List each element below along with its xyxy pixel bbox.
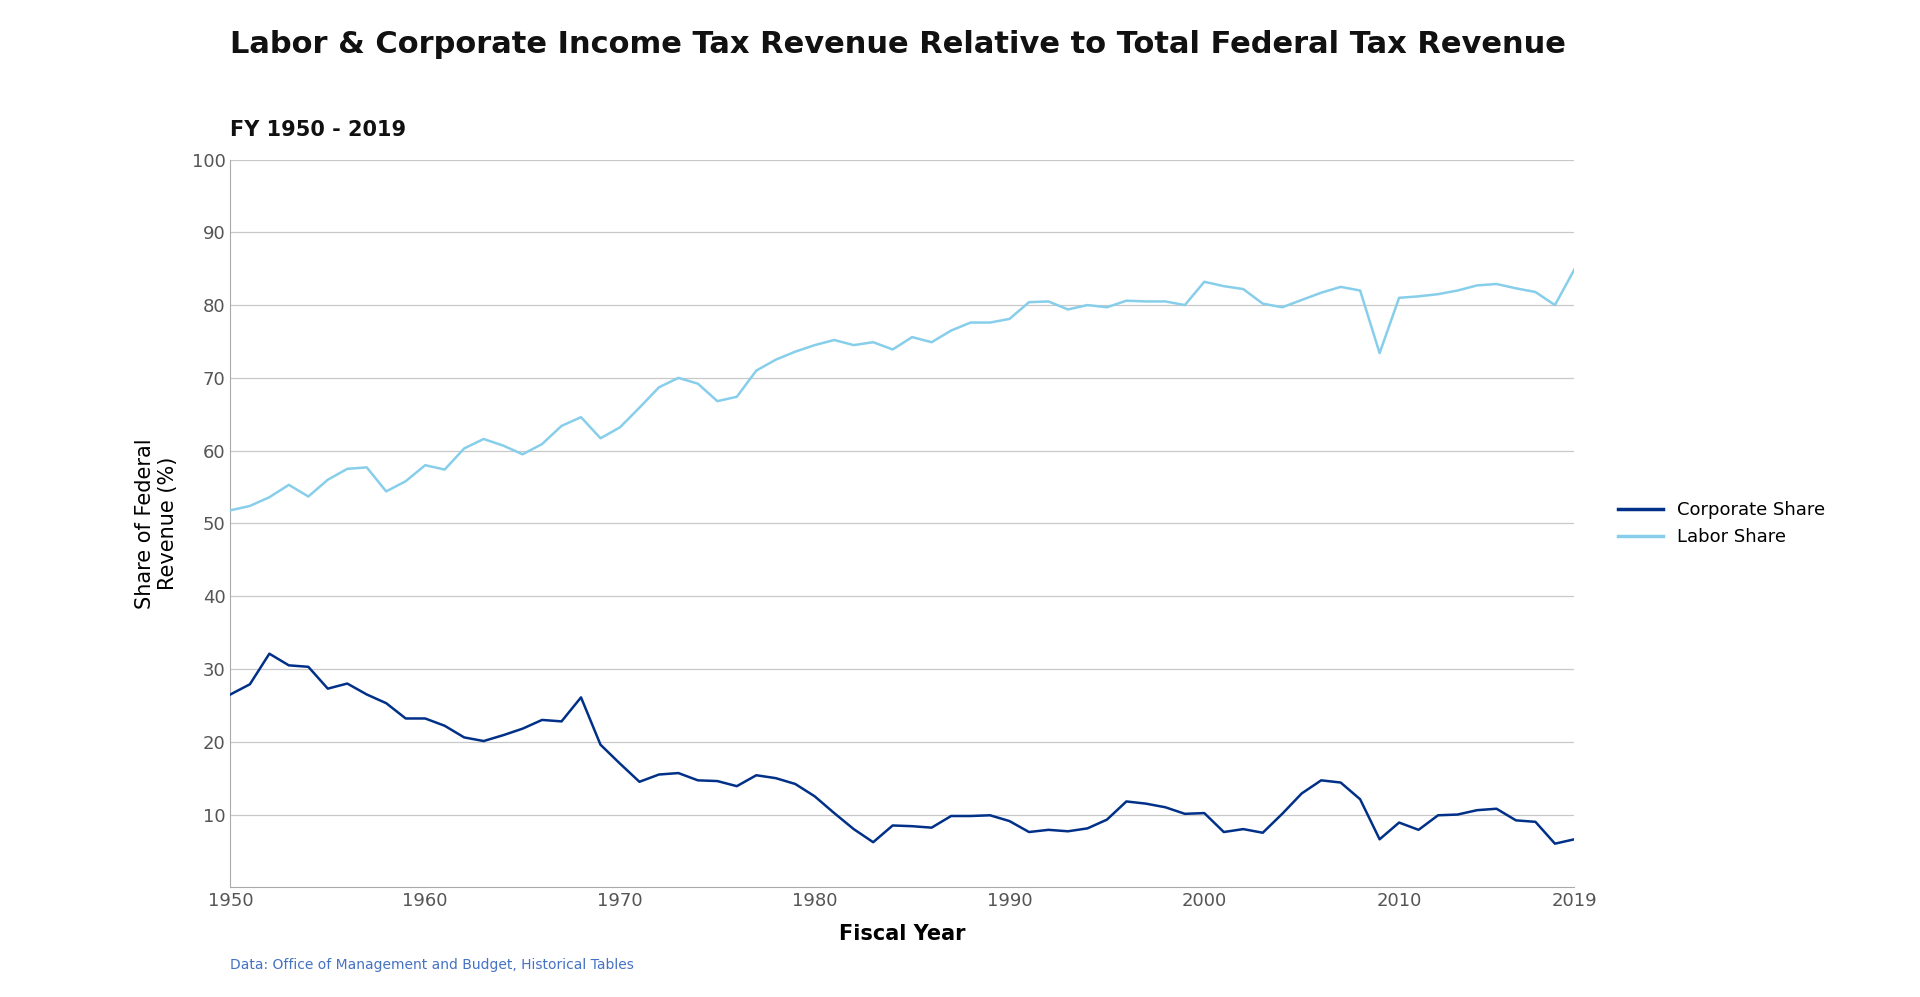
Labor Share xyxy=(1369,347,1392,359)
Corporate Share xyxy=(413,713,436,725)
Corporate Share xyxy=(219,689,242,701)
Corporate Share xyxy=(257,648,280,660)
Corporate Share xyxy=(1388,817,1411,829)
Y-axis label: Share of Federal
Revenue (%): Share of Federal Revenue (%) xyxy=(134,438,179,609)
Labor Share xyxy=(1563,263,1586,275)
Corporate Share xyxy=(549,716,572,728)
Corporate Share xyxy=(803,791,826,803)
X-axis label: Fiscal Year: Fiscal Year xyxy=(839,924,966,944)
Labor Share xyxy=(960,317,983,329)
Corporate Share xyxy=(647,769,670,781)
Labor Share xyxy=(530,438,553,450)
Line: Labor Share: Labor Share xyxy=(230,269,1574,510)
Labor Share xyxy=(219,504,242,516)
Corporate Share xyxy=(1563,833,1586,845)
Legend: Corporate Share, Labor Share: Corporate Share, Labor Share xyxy=(1611,494,1832,553)
Labor Share xyxy=(570,411,593,423)
Labor Share xyxy=(1348,284,1371,296)
Line: Corporate Share: Corporate Share xyxy=(230,654,1574,843)
Corporate Share xyxy=(1544,837,1567,849)
Text: Labor & Corporate Income Tax Revenue Relative to Total Federal Tax Revenue: Labor & Corporate Income Tax Revenue Rel… xyxy=(230,30,1567,59)
Corporate Share xyxy=(979,810,1002,822)
Text: FY 1950 - 2019: FY 1950 - 2019 xyxy=(230,120,407,140)
Text: Data: Office of Management and Budget, Historical Tables: Data: Office of Management and Budget, H… xyxy=(230,958,634,972)
Labor Share xyxy=(628,402,651,414)
